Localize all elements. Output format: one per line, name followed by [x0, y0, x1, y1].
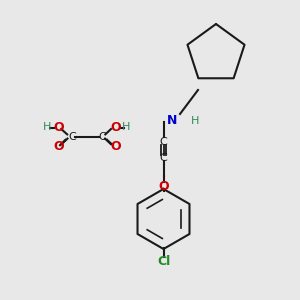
Text: C: C	[68, 131, 76, 142]
Text: O: O	[110, 140, 121, 154]
Text: O: O	[53, 121, 64, 134]
Text: Cl: Cl	[157, 255, 170, 268]
Text: N: N	[167, 113, 178, 127]
Text: H: H	[190, 116, 199, 127]
Text: O: O	[158, 179, 169, 193]
Text: O: O	[53, 140, 64, 154]
Text: C: C	[160, 153, 167, 164]
Text: H: H	[122, 122, 130, 133]
Text: C: C	[160, 136, 167, 147]
Text: O: O	[110, 121, 121, 134]
Text: H: H	[43, 122, 52, 133]
Text: C: C	[98, 131, 106, 142]
